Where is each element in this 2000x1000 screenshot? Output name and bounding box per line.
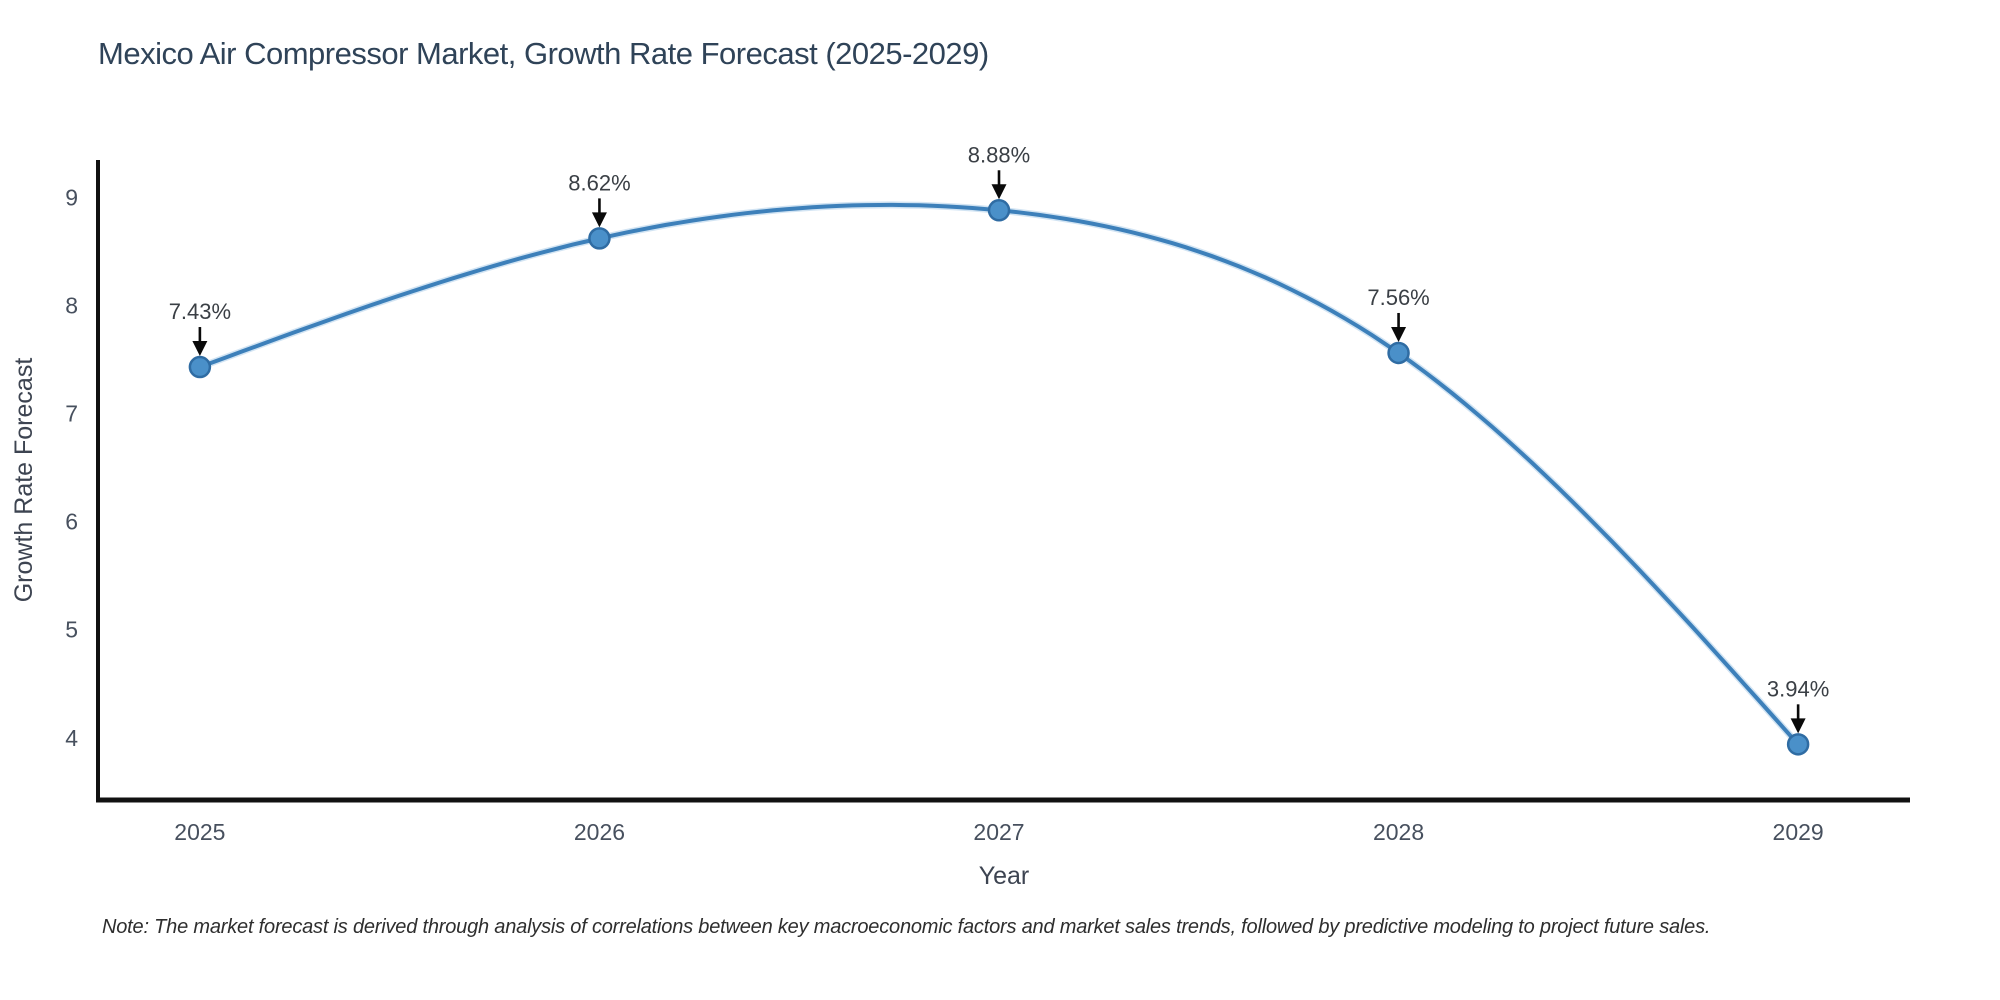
y-tick-label: 7 — [65, 401, 78, 427]
footnote: Note: The market forecast is derived thr… — [102, 916, 1711, 938]
data-point-marker — [188, 355, 212, 379]
annotation-label: 8.62% — [568, 170, 630, 195]
series-line-halo — [196, 201, 1802, 748]
annotation-label: 8.88% — [968, 142, 1030, 167]
annotation-arrow-head — [991, 184, 1007, 200]
y-tick-label: 6 — [65, 509, 78, 535]
data-point-marker — [1387, 341, 1410, 365]
annotation-arrow-head — [192, 341, 208, 357]
y-axis-title: Growth Rate Forecast — [10, 358, 38, 603]
y-tick-label: 5 — [65, 617, 78, 643]
x-tick-label: 2028 — [1373, 819, 1424, 845]
growth-rate-line-chart: 4 5 6 7 8 9 2025 2026 2027 2028 2029 Year Growth Rat… — [10, 142, 1910, 890]
y-tick-label: 9 — [65, 184, 78, 210]
data-point-marker — [987, 199, 1011, 222]
annotation-label: 3.94% — [1767, 676, 1829, 701]
x-tick-label: 2029 — [1773, 819, 1824, 845]
y-tick-label: 4 — [65, 725, 78, 751]
x-tick-label: 2025 — [174, 819, 225, 845]
x-axis-title: Year — [979, 862, 1030, 890]
annotation-arrow-head — [1391, 326, 1407, 342]
x-tick-label: 2027 — [973, 819, 1024, 845]
chart-title: Mexico Air Compressor Market, Growth Rat… — [98, 36, 989, 71]
annotation-arrow-head — [591, 212, 607, 228]
data-point-marker — [1786, 733, 1810, 756]
y-tick-label: 8 — [65, 292, 78, 318]
annotation-arrow-head — [1790, 718, 1806, 734]
data-point-marker — [588, 227, 611, 250]
x-tick-label: 2026 — [574, 819, 625, 845]
annotation-label: 7.43% — [169, 299, 231, 324]
annotation-label: 7.56% — [1367, 285, 1429, 310]
